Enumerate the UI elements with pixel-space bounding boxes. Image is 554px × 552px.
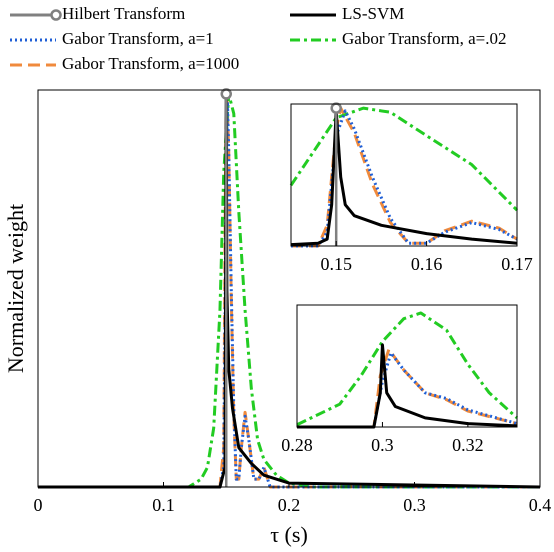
plot-frame bbox=[296, 304, 518, 428]
series-line bbox=[296, 311, 519, 427]
series-line bbox=[297, 343, 518, 429]
x-tick-label: 0.2 bbox=[278, 495, 301, 515]
x-tick-label: 0.28 bbox=[281, 435, 313, 455]
legend-label: Hilbert Transform bbox=[62, 4, 185, 23]
legend-label: Gabor Transform, a=.02 bbox=[342, 29, 506, 48]
x-tick-label: 0.1 bbox=[152, 495, 175, 515]
x-tick-label: 0.3 bbox=[403, 495, 426, 515]
legend-label: LS-SVM bbox=[342, 4, 404, 23]
y-axis-label: Normalized weight bbox=[3, 204, 28, 373]
series-line bbox=[38, 92, 541, 489]
x-tick-label: 0.4 bbox=[529, 495, 552, 515]
x-tick-label: 0.16 bbox=[411, 254, 443, 274]
x-tick-label: 0.32 bbox=[452, 435, 484, 455]
legend-swatch-marker bbox=[50, 9, 62, 21]
plot-frame bbox=[290, 103, 518, 247]
legend-label: Gabor Transform, a=1000 bbox=[62, 54, 239, 73]
x-tick-label: 0.3 bbox=[371, 435, 394, 455]
stem-marker bbox=[330, 102, 342, 114]
series-line bbox=[290, 109, 518, 247]
x-tick-label: 0 bbox=[34, 495, 43, 515]
x-tick-label: 0.15 bbox=[320, 254, 352, 274]
plot-area bbox=[297, 305, 517, 427]
x-tick-label: 0.17 bbox=[501, 254, 533, 274]
series-line bbox=[289, 106, 519, 212]
series-line bbox=[38, 92, 540, 489]
x-axis-label: τ (s) bbox=[270, 522, 308, 547]
series-line bbox=[291, 109, 518, 248]
legend-label: Gabor Transform, a=1 bbox=[62, 29, 214, 48]
stem-marker bbox=[220, 88, 232, 100]
series-line bbox=[38, 100, 540, 489]
